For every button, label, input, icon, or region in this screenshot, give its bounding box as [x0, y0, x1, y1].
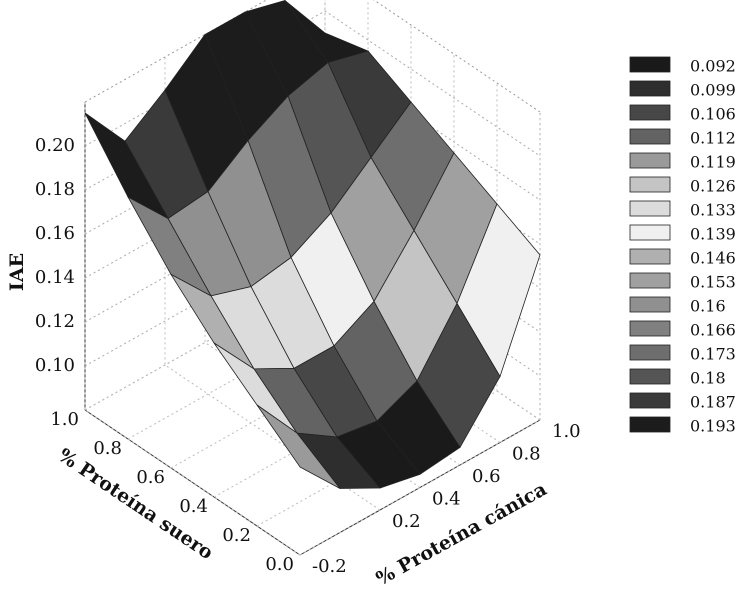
legend-swatch [629, 104, 671, 121]
legend-label: 0.119 [690, 153, 736, 172]
legend-label: 0.18 [690, 369, 726, 388]
legend-swatch [629, 80, 671, 97]
x-tick-label: 0.4 [432, 489, 461, 510]
legend-label: 0.126 [690, 177, 736, 196]
z-tick-label: 0.12 [35, 311, 75, 332]
legend-label: 0.187 [690, 393, 736, 412]
legend-label: 0.166 [690, 321, 736, 340]
x-axis-label: % Proteína cánica [373, 478, 551, 590]
legend-swatch [629, 200, 671, 217]
legend-label: 0.106 [690, 105, 736, 124]
legend-label: 0.092 [690, 57, 736, 76]
legend-label: 0.139 [690, 225, 736, 244]
legend-label: 0.133 [690, 201, 736, 220]
x-tick-label: -0.2 [312, 556, 347, 577]
legend-label: 0.16 [690, 297, 726, 316]
z-axis-label: IAE [6, 253, 28, 291]
x-tick-label: 1.0 [552, 421, 581, 442]
legend-label: 0.173 [690, 345, 736, 364]
y-tick-label: 0.6 [136, 467, 165, 488]
z-tick-label: 0.18 [35, 179, 75, 200]
z-tick-label: 0.16 [35, 223, 75, 244]
legend-swatch [629, 128, 671, 145]
legend-swatch [629, 296, 671, 313]
x-tick-label: 0.8 [512, 444, 541, 465]
legend-swatch [629, 152, 671, 169]
legend-label: 0.099 [690, 81, 736, 100]
legend-label: 0.146 [690, 249, 736, 268]
legend-swatch [629, 272, 671, 289]
legend-label: 0.153 [690, 273, 736, 292]
legend-swatch [629, 56, 671, 73]
legend-swatch [629, 416, 671, 433]
y-tick-label: 0.2 [222, 525, 251, 546]
y-tick-label: 0.4 [179, 496, 208, 517]
y-tick-label: 1.0 [50, 409, 79, 430]
x-tick-label: 0.6 [472, 466, 501, 487]
box-edge [84, 0, 268, 103]
y-tick-label: 0.0 [265, 554, 294, 575]
legend-label: 0.193 [690, 417, 736, 436]
legend-swatch [629, 176, 671, 193]
z-tick-label: 0.20 [35, 135, 75, 156]
legend-swatch [629, 368, 671, 385]
legend-swatch [629, 320, 671, 337]
grid-line [84, 102, 301, 556]
surface-patch [256, 404, 341, 489]
legend-label: 0.112 [690, 129, 736, 148]
x-tick-label: 0.2 [392, 511, 421, 532]
legend-swatch [629, 224, 671, 241]
legend-swatch [629, 248, 671, 265]
legend-swatch [629, 344, 671, 361]
z-tick-label: 0.10 [35, 355, 75, 376]
y-tick-label: 0.8 [93, 438, 122, 459]
legend-swatch [629, 392, 671, 409]
z-tick-label: 0.14 [35, 267, 75, 288]
